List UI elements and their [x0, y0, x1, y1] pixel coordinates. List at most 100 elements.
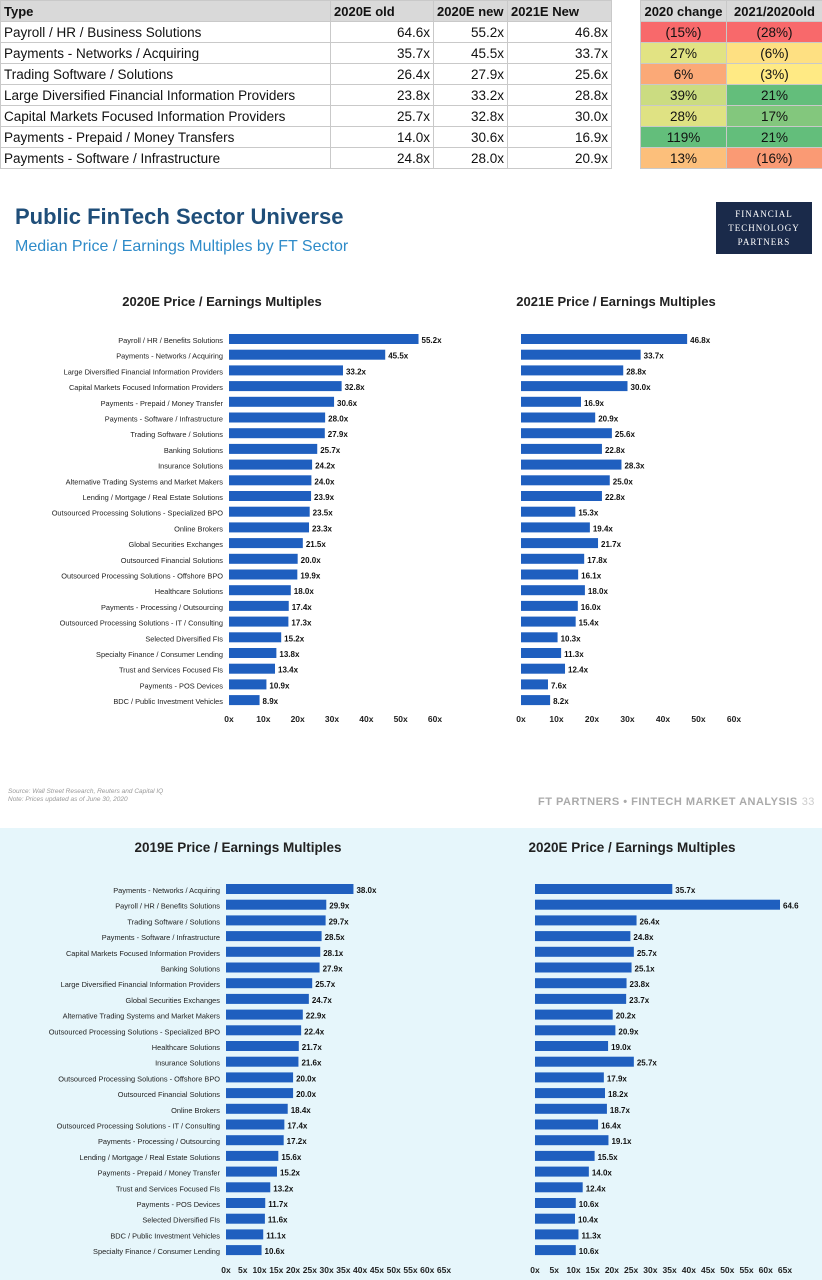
x-tick-label: 50x	[691, 714, 705, 724]
category-label: Capital Markets Focused Information Prov…	[69, 383, 223, 392]
data-label: 21.6x	[301, 1059, 322, 1068]
bar	[521, 334, 688, 344]
chart-title: 2019E Price / Earnings Multiples	[134, 840, 341, 855]
bar	[535, 1229, 579, 1240]
data-label: 10.9x	[269, 681, 290, 690]
data-label: 16.1x	[581, 572, 602, 581]
gap-cell	[611, 105, 641, 127]
bar	[535, 915, 637, 926]
bar	[521, 569, 579, 580]
bar	[521, 585, 585, 596]
cell-2020e-new: 32.8x	[433, 105, 508, 127]
data-label: 30.0x	[631, 383, 652, 392]
bar	[521, 412, 596, 423]
category-label: Outsourced Processing Solutions - Specia…	[52, 509, 224, 518]
data-label: 20.0x	[296, 1090, 317, 1099]
category-label: Large Diversified Financial Information …	[64, 367, 224, 376]
chart-title: 2020E Price / Earnings Multiples	[122, 294, 321, 309]
table-row: Payments - Prepaid / Money Transfers 14.0…	[0, 126, 822, 148]
data-label: 15.5x	[598, 1153, 619, 1162]
data-label: 15.2x	[280, 1169, 301, 1178]
category-label: BDC / Public Investment Vehicles	[110, 1231, 220, 1240]
cell-2021e-new: 30.0x	[507, 105, 612, 127]
cell-2021-vs-2020old: (28%)	[726, 21, 822, 43]
bar	[226, 946, 321, 957]
bar	[521, 428, 612, 439]
category-label: Payments - Processing / Outsourcing	[98, 1137, 220, 1146]
data-label: 22.8x	[605, 493, 626, 502]
data-label: 35.7x	[675, 886, 696, 895]
data-label: 8.2x	[553, 697, 569, 706]
category-label: Payments - POS Devices	[137, 1200, 221, 1209]
x-tick-label: 40x	[353, 1265, 367, 1275]
cell-2020e-old: 26.4x	[330, 63, 434, 85]
data-label: 18.4x	[291, 1106, 312, 1115]
bar	[521, 648, 562, 658]
bar	[521, 381, 628, 392]
data-label: 10.4x	[578, 1216, 599, 1225]
bar	[229, 632, 282, 643]
bar	[535, 931, 631, 942]
data-label: 23.9x	[314, 493, 335, 502]
cell-2020e-new: 45.5x	[433, 42, 508, 64]
x-tick-label: 45x	[370, 1265, 384, 1275]
header-2020e-old: 2020E old	[330, 0, 434, 22]
data-label: 24.8x	[633, 933, 654, 942]
category-label: Payments - Prepaid / Money Transfer	[98, 1169, 221, 1178]
bar	[226, 931, 322, 942]
data-label: 17.9x	[607, 1074, 628, 1083]
bar	[535, 978, 627, 989]
source-line: Source: Wall Street Research, Reuters an…	[8, 788, 164, 795]
x-tick-label: 0x	[516, 714, 526, 724]
data-label: 20.9x	[618, 1027, 639, 1036]
category-label: Insurance Solutions	[155, 1059, 220, 1068]
bar	[535, 1088, 605, 1099]
x-tick-label: 60x	[420, 1265, 434, 1275]
bar	[229, 381, 342, 392]
bar	[226, 1056, 299, 1067]
data-label: 28.3x	[624, 462, 645, 471]
x-tick-label: 5x	[238, 1265, 248, 1275]
bar	[226, 1213, 265, 1224]
bar	[229, 459, 313, 470]
category-label: Alternative Trading Systems and Market M…	[63, 1012, 221, 1021]
category-label: Outsourced Financial Solutions	[121, 556, 224, 565]
bar	[521, 600, 578, 611]
category-label: Online Brokers	[171, 1106, 220, 1115]
chart-title: 2020E Price / Earnings Multiples	[528, 840, 735, 855]
category-label: Banking Solutions	[164, 446, 223, 455]
category-label: Healthcare Solutions	[155, 587, 224, 596]
category-label: Payments - Software / Infrastructure	[105, 415, 223, 424]
data-label: 25.0x	[613, 477, 634, 486]
category-label: Lending / Mortgage / Real Estate Solutio…	[79, 1153, 220, 1162]
x-tick-label: 0x	[224, 714, 234, 724]
data-label: 25.1x	[635, 965, 656, 974]
bar	[229, 616, 289, 627]
slide-subtitle: Median Price / Earnings Multiples by FT …	[15, 238, 349, 255]
category-label: Outsourced Processing Solutions - IT / C…	[60, 619, 223, 628]
cell-2020e-old: 14.0x	[330, 126, 434, 148]
category-label: Banking Solutions	[161, 965, 220, 974]
bar	[535, 1213, 575, 1224]
bar	[229, 349, 386, 360]
bar	[521, 443, 602, 454]
data-label: 10.6x	[579, 1247, 600, 1256]
x-tick-label: 50x	[394, 714, 408, 724]
logo-line: FINANCIAL	[735, 209, 793, 219]
data-label: 22.4x	[304, 1027, 325, 1036]
data-label: 15.6x	[281, 1153, 302, 1162]
cell-2020-change: 6%	[640, 63, 727, 85]
category-label: Payroll / HR / Benefits Solutions	[115, 902, 220, 911]
data-label: 20.2x	[616, 1012, 637, 1021]
source-note: Source: Wall Street Research, Reuters an…	[8, 788, 163, 804]
table-row: Trading Software / Solutions 26.4x 27.9x 25…	[0, 63, 822, 85]
bar	[229, 491, 312, 501]
slide: Public FinTech Sector Universe Median Pr…	[0, 182, 822, 818]
bar	[535, 1009, 613, 1020]
category-label: Alternative Trading Systems and Market M…	[66, 477, 224, 486]
data-label: 11.7x	[268, 1200, 288, 1209]
category-label: Payments - Prepaid / Money Transfer	[101, 399, 224, 408]
data-label: 18.7x	[610, 1106, 631, 1115]
x-tick-label: 50x	[720, 1265, 734, 1275]
gap-cell	[611, 126, 641, 148]
